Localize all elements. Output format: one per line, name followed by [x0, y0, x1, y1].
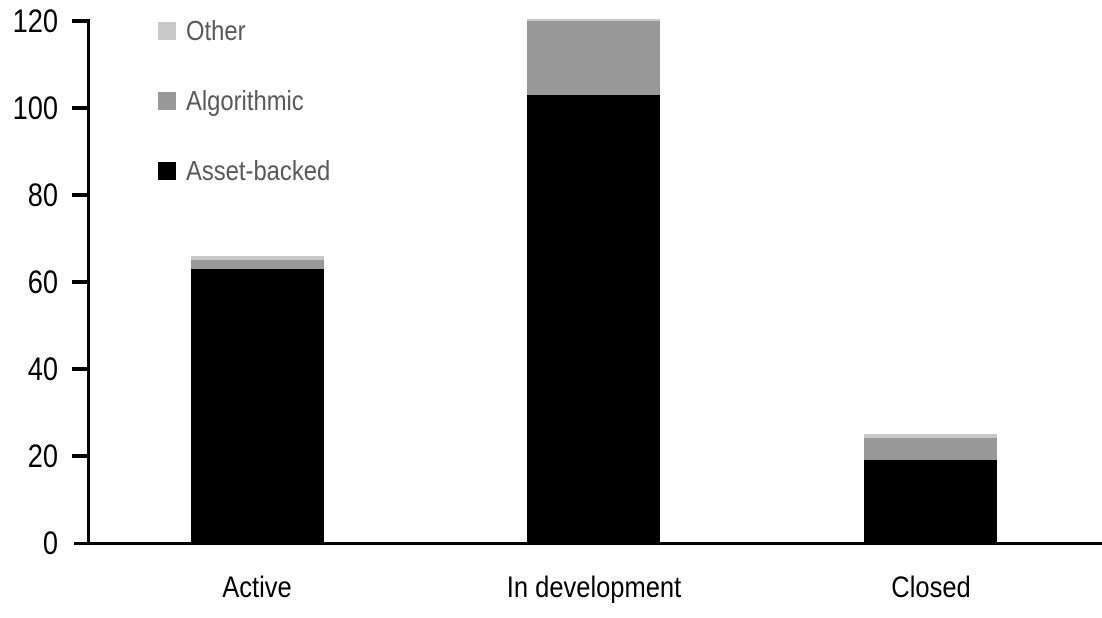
bar-active [190, 256, 324, 543]
y-tick-60 [72, 280, 88, 284]
y-tick-label-20: 20 [27, 438, 58, 474]
bar-segment-algorithmic [527, 21, 660, 95]
y-tick-label-80: 80 [27, 177, 58, 213]
bar-segment-asset-backed [527, 95, 660, 543]
bar-segment-algorithmic [190, 260, 324, 269]
y-tick-label-0: 0 [42, 525, 58, 561]
x-label-closed: Closed [890, 571, 971, 604]
x-label-in-development: In development [506, 571, 681, 604]
x-axis-line [74, 542, 1102, 545]
bar-segment-other [864, 434, 997, 438]
legend: Other Algorithmic Asset-backed [158, 14, 356, 224]
legend-swatch-algorithmic [158, 92, 176, 110]
legend-swatch-asset-backed [158, 162, 176, 180]
bar-segment-algorithmic [864, 438, 997, 460]
y-tick-label-40: 40 [27, 351, 58, 387]
y-axis-line [87, 19, 90, 545]
legend-item-algorithmic: Algorithmic [158, 84, 356, 118]
y-tick-label-60: 60 [27, 264, 58, 300]
legend-label-other: Other [186, 15, 246, 46]
y-tick-100 [72, 106, 88, 110]
bar-segment-other [190, 256, 324, 260]
y-tick-20 [72, 454, 88, 458]
legend-item-other: Other [158, 14, 356, 48]
bar-in-development [527, 19, 660, 543]
y-tick-120 [72, 19, 88, 23]
bar-segment-other [527, 19, 660, 21]
bar-segment-asset-backed [864, 460, 997, 543]
y-tick-label-100: 100 [12, 90, 58, 126]
legend-swatch-other [158, 22, 176, 40]
legend-item-asset-backed: Asset-backed [158, 154, 356, 188]
bar-closed [864, 434, 997, 543]
y-tick-80 [72, 193, 88, 197]
bar-segment-asset-backed [190, 269, 324, 543]
y-tick-40 [72, 367, 88, 371]
legend-label-algorithmic: Algorithmic [186, 85, 304, 116]
x-label-active: Active [222, 571, 292, 604]
y-tick-label-120: 120 [12, 3, 58, 39]
legend-label-asset-backed: Asset-backed [186, 155, 331, 186]
